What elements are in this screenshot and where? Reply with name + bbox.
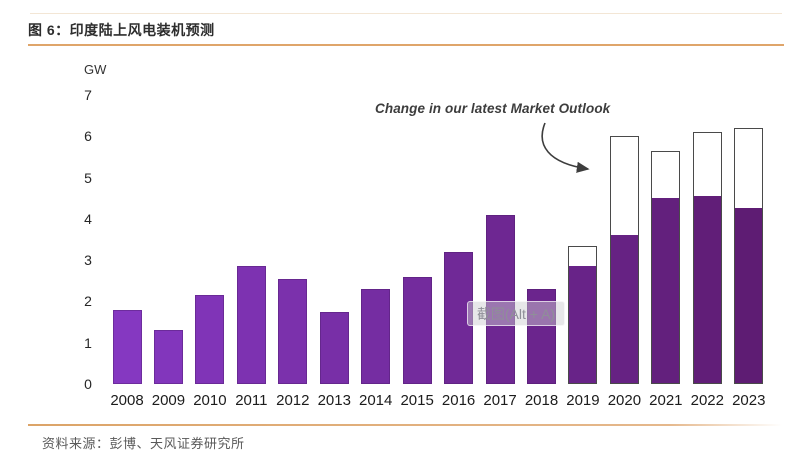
y-tick-label: 7 [84,86,92,103]
bar-2015 [402,276,432,384]
bar-2019-solid-portion [569,266,597,383]
title-underline [28,44,784,46]
x-tick-label: 2011 [235,392,268,409]
x-tick-label: 2016 [441,392,476,409]
x-tick-label: 2009 [151,392,186,409]
x-tick-label: 2017 [483,392,517,409]
bar-2012 [278,278,308,384]
x-tick-label: 2010 [193,392,227,409]
x-tick-label: 2019 [566,392,600,409]
y-tick-label: 4 [84,210,92,227]
bar-2010 [195,295,225,384]
bar-2020-solid-portion [610,235,638,383]
x-tick-label: 2014 [359,392,393,409]
bar-2019 [568,245,598,384]
bar-2018 [527,289,556,384]
bar-2021-solid-portion [652,198,680,383]
y-tick-label: 6 [84,128,92,145]
y-tick-label: 3 [84,252,92,269]
bar-2023-solid-portion [735,208,763,383]
source-text: 资料来源：彭博、天风证券研究所 [42,436,245,451]
bar-2016 [444,251,474,384]
bar-2022 [692,132,722,384]
bar-2014 [361,289,391,384]
x-tick-label: 2015 [400,392,434,409]
top-divider [30,13,782,14]
x-tick-label: 2008 [110,392,144,409]
bar-2011 [236,266,266,384]
bar-2023 [734,127,764,384]
bar-2022-solid-portion [693,196,721,383]
x-tick-label: 2018 [524,392,559,409]
y-axis-unit-label: GW [84,62,107,77]
bar-2009 [153,330,183,384]
bar-2017 [485,214,515,384]
y-tick-label: 0 [84,376,92,392]
x-tick-label: 2023 [732,392,766,409]
annotation-arrow-icon [541,122,590,173]
y-tick-label: 2 [84,293,92,310]
bar-2020 [609,136,639,384]
y-tick-label: 1 [84,334,92,351]
x-tick-label: 2013 [317,392,351,409]
bar-2021 [651,150,681,384]
x-tick-label: 2021 [649,392,683,409]
screenshot-watermark: 截图(Alt + A) [467,301,565,326]
source-divider [28,424,782,426]
bar-2008 [112,309,142,384]
annotation-text: Change in our latest Market Outlook [375,101,611,116]
bar-2013 [319,311,349,384]
figure-title: 图 6：印度陆上风电装机预测 [28,22,215,38]
x-tick-label: 2022 [690,392,724,409]
x-tick-label: 2012 [276,392,310,409]
x-tick-label: 2020 [607,392,642,409]
y-tick-label: 5 [84,169,92,186]
